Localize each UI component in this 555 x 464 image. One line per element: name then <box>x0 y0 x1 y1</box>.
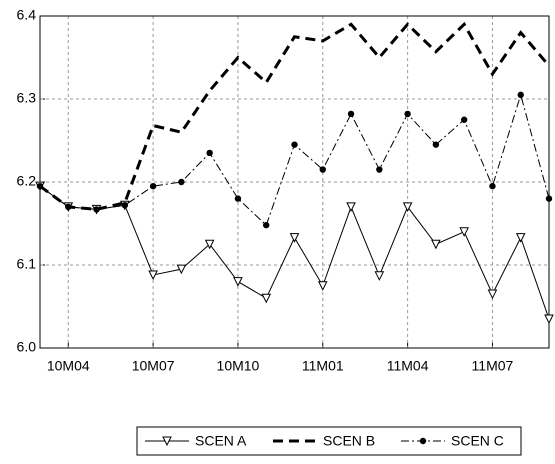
marker <box>404 110 411 118</box>
marker <box>176 264 187 275</box>
y-tick-label: 6.0 <box>17 339 37 355</box>
marker <box>178 178 185 186</box>
marker <box>261 293 272 304</box>
marker <box>93 206 100 213</box>
marker <box>374 271 385 281</box>
marker <box>291 141 298 148</box>
legend-marker <box>419 437 427 445</box>
x-tick-label: 11M04 <box>387 358 429 374</box>
series-line <box>39 21 551 211</box>
marker <box>376 166 383 173</box>
legend-label: SCEN A <box>195 433 247 449</box>
marker <box>149 182 157 190</box>
marker <box>148 270 158 281</box>
marker <box>402 202 413 213</box>
marker <box>206 149 213 157</box>
legend-box <box>136 426 522 456</box>
marker <box>432 141 440 148</box>
x-tick-label: 10M10 <box>217 358 260 374</box>
marker <box>346 202 356 213</box>
x-tick-label: 10M04 <box>47 358 90 374</box>
marker <box>234 195 242 202</box>
x-tick-label: 11M07 <box>472 358 514 374</box>
marker <box>487 289 498 300</box>
legend-label: SCEN B <box>323 433 375 449</box>
marker <box>544 314 554 325</box>
marker <box>121 202 129 209</box>
x-tick-label: 10M07 <box>132 358 175 374</box>
y-tick-label: 6.1 <box>17 256 37 272</box>
marker <box>36 182 44 190</box>
marker <box>204 239 215 250</box>
marker <box>545 195 553 202</box>
marker <box>319 166 326 173</box>
marker <box>517 91 524 99</box>
marker <box>459 227 469 237</box>
legend-marker <box>162 436 172 447</box>
marker <box>515 233 526 243</box>
marker <box>431 239 441 250</box>
marker <box>263 221 270 229</box>
marker <box>233 277 243 287</box>
y-tick-label: 6.2 <box>17 173 37 189</box>
marker <box>65 203 72 211</box>
y-tick-label: 6.3 <box>17 90 37 106</box>
x-tick-label: 11M01 <box>302 358 344 374</box>
marker <box>489 182 496 190</box>
legend-label: SCEN C <box>451 433 504 449</box>
marker <box>289 233 300 243</box>
marker <box>460 116 468 123</box>
y-tick-label: 6.4 <box>17 7 37 23</box>
marker <box>317 281 328 291</box>
marker <box>347 110 355 118</box>
